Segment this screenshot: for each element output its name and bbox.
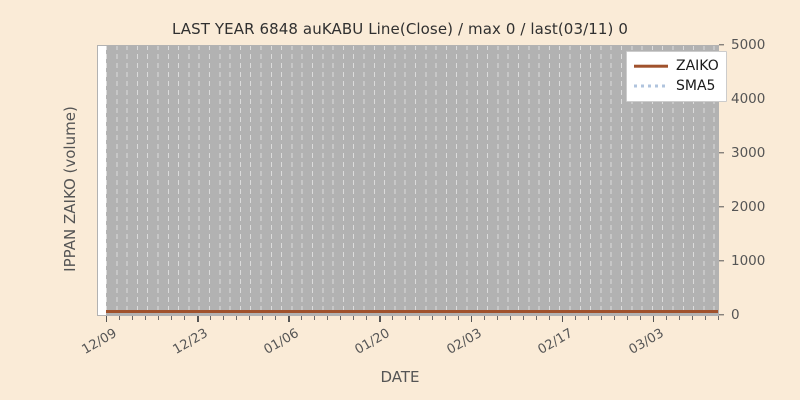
x-tick-minor	[366, 316, 368, 320]
x-tick-label: 01/20	[352, 326, 393, 358]
x-tick-minor	[236, 316, 238, 320]
y-tick-mark	[719, 44, 724, 46]
x-tick-minor	[392, 316, 394, 320]
x-tick-minor	[587, 316, 589, 320]
x-tick-minor	[535, 316, 537, 320]
x-tick-label: 02/17	[535, 326, 576, 358]
x-tick-minor	[574, 316, 576, 320]
y-axis-label: IPPAN ZAIKO (volume)	[61, 106, 79, 272]
x-tick-minor	[626, 316, 628, 320]
x-tick-label: 02/03	[444, 326, 485, 358]
vertical-gridlines	[106, 45, 718, 315]
x-tick-minor	[444, 316, 446, 320]
legend-entry-sma5[interactable]: SMA5	[634, 76, 719, 96]
x-tick-label: 03/03	[626, 326, 667, 358]
y-tick-mark	[719, 260, 724, 262]
x-tick-minor	[353, 316, 355, 320]
axis-spine-right	[718, 45, 719, 316]
chart-title: LAST YEAR 6848 auKABU Line(Close) / max …	[171, 20, 628, 38]
x-tick-major	[652, 316, 655, 322]
y-tick-mark	[719, 314, 724, 316]
x-tick-minor	[418, 316, 420, 320]
y-tick-label: 5000	[731, 37, 766, 53]
x-tick-minor	[223, 316, 225, 320]
x-tick-minor	[639, 316, 641, 320]
x-tick-minor	[184, 316, 186, 320]
x-tick-minor	[327, 316, 329, 320]
x-tick-minor	[405, 316, 407, 320]
axis-spine-top	[97, 45, 719, 46]
x-tick-minor	[275, 316, 277, 320]
y-tick-label: 4000	[731, 91, 766, 107]
x-tick-label: 12/09	[79, 326, 120, 358]
x-tick-minor	[548, 316, 550, 320]
x-tick-minor	[158, 316, 160, 320]
x-tick-minor	[431, 316, 433, 320]
x-tick-minor	[704, 316, 706, 320]
y-tick-label: 3000	[731, 145, 766, 161]
x-tick-major	[288, 316, 290, 322]
series-line-zaiko	[106, 310, 718, 313]
plot-area	[106, 45, 718, 315]
x-tick-minor	[171, 316, 173, 320]
x-tick-minor	[145, 316, 147, 320]
x-tick-minor	[210, 316, 212, 320]
x-tick-major	[561, 316, 564, 322]
x-tick-major	[106, 316, 108, 322]
x-tick-minor	[301, 316, 303, 320]
legend-line-icon-zaiko	[634, 59, 668, 73]
chart-legend[interactable]: ZAIKO SMA5	[626, 51, 727, 102]
y-tick-mark	[719, 152, 724, 154]
x-tick-minor	[457, 316, 459, 320]
x-tick-minor	[483, 316, 485, 320]
legend-entry-zaiko[interactable]: ZAIKO	[634, 56, 719, 76]
x-tick-minor	[678, 316, 680, 320]
x-tick-minor	[132, 316, 134, 320]
x-tick-minor	[522, 316, 524, 320]
x-axis-label: DATE	[380, 368, 420, 386]
y-tick-mark	[719, 206, 724, 208]
x-tick-minor	[718, 316, 719, 320]
legend-line-icon-sma5	[634, 79, 668, 93]
legend-label-zaiko: ZAIKO	[676, 58, 719, 74]
x-tick-major	[197, 316, 199, 322]
y-tick-label: 0	[731, 307, 740, 323]
x-tick-major	[470, 316, 472, 322]
legend-label-sma5: SMA5	[676, 78, 716, 94]
x-tick-minor	[509, 316, 511, 320]
x-tick-minor	[496, 316, 498, 320]
x-tick-minor	[249, 316, 251, 320]
x-tick-minor	[600, 316, 602, 320]
x-tick-minor	[613, 316, 615, 320]
x-tick-minor	[691, 316, 693, 320]
x-tick-minor	[314, 316, 316, 320]
x-tick-minor	[262, 316, 264, 320]
x-tick-minor	[665, 316, 667, 320]
axis-spine-bottom	[97, 315, 719, 316]
x-tick-minor	[340, 316, 342, 320]
axis-spine-left	[97, 45, 98, 316]
x-tick-label: 01/06	[261, 326, 302, 358]
x-tick-label: 12/23	[170, 326, 211, 358]
x-tick-minor	[119, 316, 121, 320]
y-tick-label: 2000	[731, 199, 766, 215]
x-tick-major	[379, 316, 381, 322]
y-tick-label: 1000	[731, 253, 766, 269]
plot-frame	[98, 45, 718, 315]
